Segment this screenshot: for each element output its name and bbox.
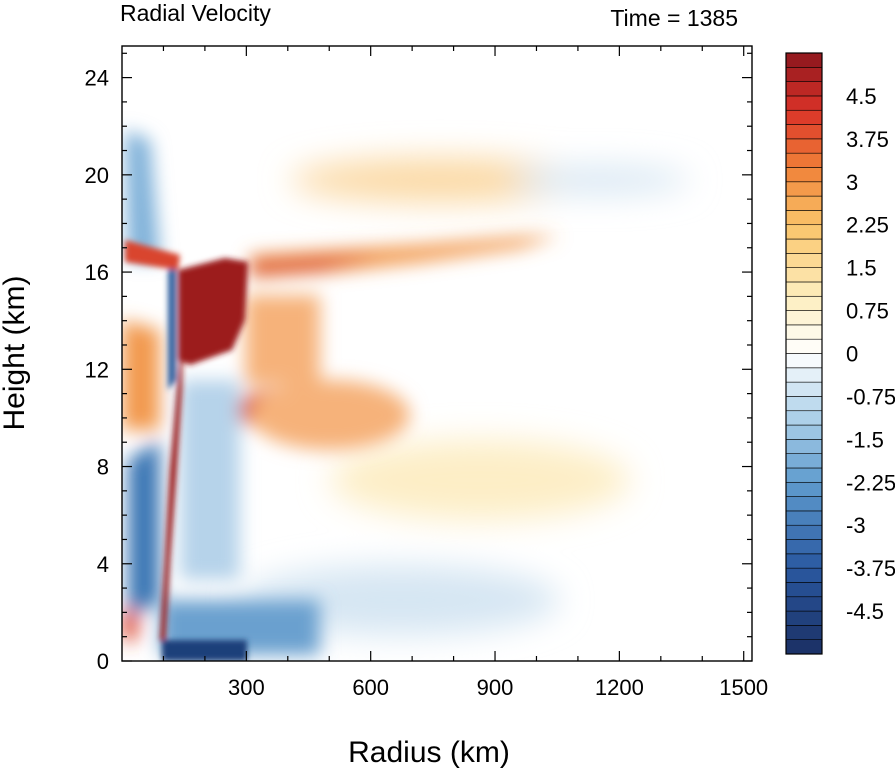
colorbar-bin [785, 152, 823, 168]
colorbar-bin [785, 524, 823, 540]
colorbar-label: 1.5 [846, 256, 877, 281]
colorbar-bin [785, 109, 823, 125]
colorbar-bin [785, 396, 823, 412]
colorbar-bin [785, 567, 823, 583]
colorbar-label: 3 [846, 170, 858, 195]
colorbar-bin [785, 596, 823, 612]
field-upper-orange-block [245, 295, 320, 385]
plot-frame [121, 45, 753, 662]
y-tick-label: 16 [85, 260, 109, 285]
colorbar-label: 0.75 [846, 299, 889, 324]
colorbar-bin [785, 496, 823, 512]
chart-title: Radial Velocity [120, 0, 271, 26]
axes: 300 600 900 1200 1500 0 4 8 12 16 20 24 [85, 45, 768, 700]
colorbar-label: -3.75 [846, 556, 895, 581]
colorbar-bin [785, 281, 823, 297]
x-tick-label: 1200 [595, 675, 644, 700]
y-axis-ticks: 0 4 8 12 16 20 24 [85, 52, 752, 674]
colorbar-bin [785, 510, 823, 526]
colorbar-frame [785, 52, 823, 655]
colorbar: 4.5 3.75 3 2.25 1.5 0.75 0 -0.75 -1.5 -2.25 -3 -3.7… [785, 52, 895, 655]
colorbar-bin [785, 625, 823, 640]
x-tick-label: 1500 [719, 675, 768, 700]
colorbar-label: 4.5 [846, 84, 877, 109]
colorbar-bin [785, 639, 823, 655]
colorbar-label: 2.25 [846, 213, 889, 238]
colorbar-bin [785, 467, 823, 483]
field-left-blue-upper [125, 130, 160, 260]
y-tick-label: 20 [85, 163, 109, 188]
colorbar-bin [785, 267, 823, 283]
colorbar-bin [785, 67, 823, 82]
y-tick-label: 24 [85, 66, 109, 91]
time-label: Time = 1385 [610, 5, 738, 31]
colorbar-bin [785, 582, 823, 598]
field-mid-faint [330, 440, 630, 520]
x-tick-label: 300 [228, 675, 265, 700]
colorbar-bin [785, 295, 823, 311]
colorbar-bin [785, 453, 823, 469]
colorbar-bin [785, 424, 823, 440]
field-eyewall-red-sliver [160, 280, 184, 645]
colorbar-label: -4.5 [846, 599, 884, 624]
x-tick-label: 600 [352, 675, 389, 700]
colorbar-bin [785, 553, 823, 569]
colorbar-bin [785, 167, 823, 183]
y-tick-label: 12 [85, 357, 109, 382]
colorbar-bin [785, 253, 823, 268]
colorbar-bin [785, 138, 823, 154]
colorbar-label: 3.75 [846, 127, 889, 152]
heatmap-field [122, 130, 690, 661]
colorbar-bin [785, 124, 823, 140]
field-left-blue-column [128, 440, 160, 620]
colorbar-bin [785, 52, 823, 68]
x-axis-label: Radius (km) [348, 736, 510, 769]
colorbar-label: 0 [846, 342, 858, 367]
y-axis-label: Height (km) [0, 275, 31, 430]
y-tick-label: 8 [97, 455, 109, 480]
colorbar-bin [785, 238, 823, 254]
y-tick-label: 0 [97, 649, 109, 674]
field-eyewall-blue [180, 380, 240, 580]
colorbar-bin [785, 610, 823, 626]
colorbar-bin [785, 224, 823, 240]
colorbar-bin [785, 410, 823, 426]
colorbar-bin [785, 310, 823, 326]
colorbar-bin [785, 338, 823, 354]
field-mid-outflow-halo [250, 380, 410, 450]
field-outflow-core [250, 256, 380, 274]
field-eyewall-blue-strip [168, 265, 176, 390]
field-upper-red-arm [125, 240, 180, 270]
colorbar-bin [785, 95, 823, 111]
colorbar-bin [785, 195, 823, 211]
field-surface-inflow [162, 640, 247, 661]
colorbar-bin [785, 210, 823, 226]
colorbar-bin [785, 324, 823, 340]
x-tick-label: 900 [477, 675, 514, 700]
colorbar-bin [785, 367, 823, 383]
colorbar-label: -1.5 [846, 427, 884, 452]
x-axis-ticks: 300 600 900 1200 1500 [162, 46, 768, 700]
field-upper-right-blue [510, 166, 690, 194]
colorbar-bin [785, 381, 823, 397]
field-outflow-max [178, 258, 248, 365]
colorbar-bin [785, 539, 823, 555]
colorbar-label: -2.25 [846, 470, 895, 495]
colorbar-label: -3 [846, 513, 866, 538]
field-upper-outflow-faint [290, 158, 590, 202]
field-left-red-lower [122, 320, 160, 430]
colorbar-bin [785, 439, 823, 454]
field-low-left-red [122, 607, 138, 643]
colorbar-bin [785, 81, 823, 97]
colorbar-bin [785, 353, 823, 369]
colorbar-bin [785, 181, 823, 197]
colorbar-bin [785, 481, 823, 497]
colorbar-label: -0.75 [846, 384, 895, 409]
y-tick-label: 4 [97, 552, 109, 577]
